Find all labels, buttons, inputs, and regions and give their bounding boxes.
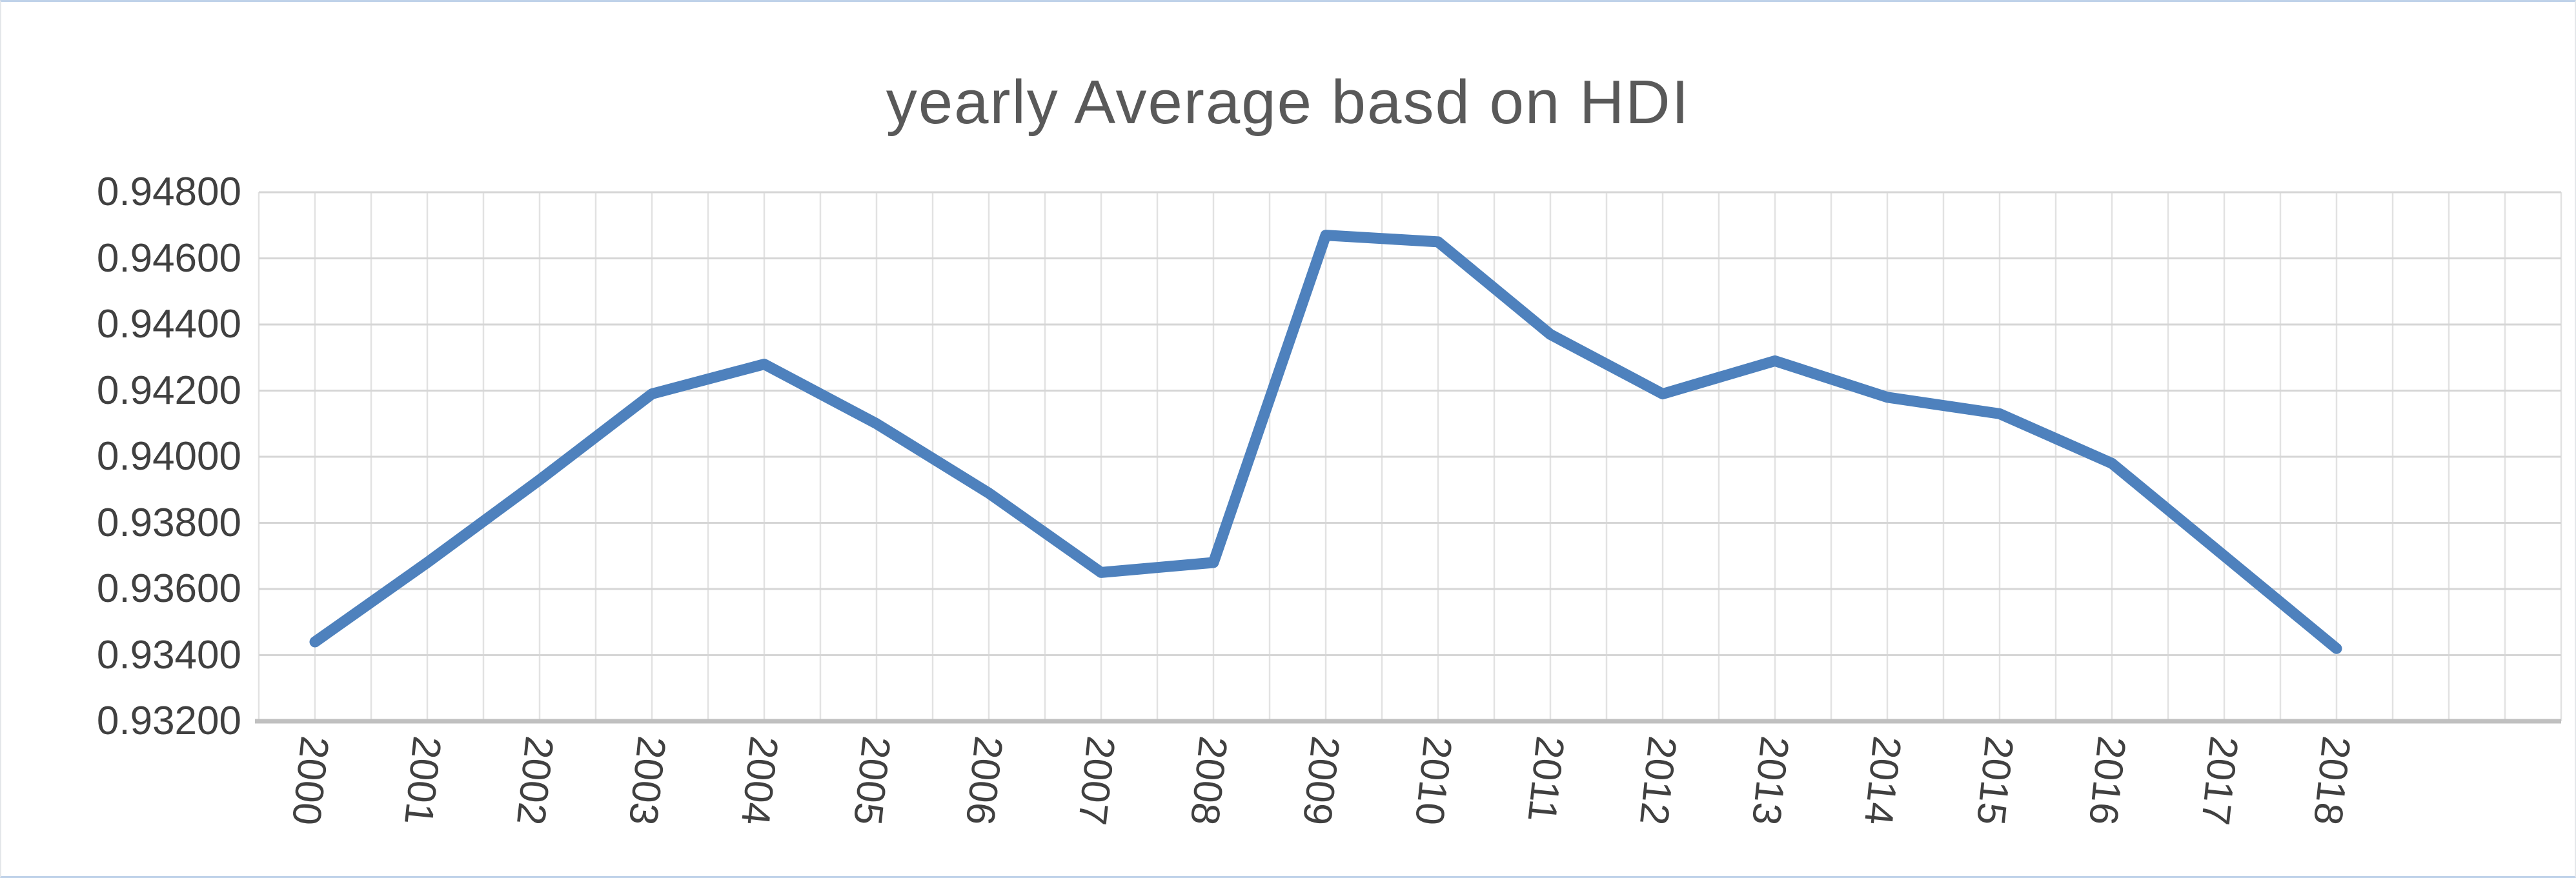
x-tick-label: 2010: [1406, 733, 1460, 828]
x-tick-label: 2013: [1743, 733, 1797, 828]
x-tick-label: 2011: [1519, 733, 1572, 824]
x-tick-label: 2000: [283, 733, 337, 828]
hdi-series-line: [309, 230, 2342, 654]
x-tick-label: 2016: [2080, 733, 2134, 828]
x-tick-label: 2008: [1181, 733, 1235, 828]
y-tick-label: 0.94400: [96, 302, 241, 346]
x-tick-label: 2012: [1630, 733, 1685, 828]
chart-title: yearly Average basd on HDI: [886, 68, 1690, 137]
x-tick-label: 2009: [1293, 733, 1348, 828]
x-tick-label: 2014: [1855, 733, 1909, 828]
y-tick-label: 0.94200: [96, 368, 241, 413]
y-tick-label: 0.93400: [96, 632, 241, 677]
x-tick-label: 2018: [2304, 733, 2358, 828]
x-tick-label: 2002: [507, 733, 562, 828]
y-tick-label: 0.93200: [96, 699, 241, 743]
x-tick-label: 2017: [2192, 733, 2246, 828]
x-tick-label: 2006: [957, 733, 1011, 828]
y-tick-label: 0.94600: [96, 235, 241, 281]
y-tick-label: 0.94800: [96, 170, 241, 214]
x-tick-label: 2007: [1069, 733, 1123, 828]
x-tick-label: 2001: [395, 733, 449, 828]
x-tick-label: 2015: [1967, 733, 2022, 828]
x-tick-label: 2004: [732, 733, 786, 828]
y-tick-label: 0.93800: [96, 500, 241, 545]
x-tick-label: 2003: [620, 733, 674, 828]
y-tick-label: 0.94000: [96, 434, 241, 479]
y-tick-label: 0.93600: [96, 566, 241, 611]
x-tick-label: 2005: [844, 733, 898, 828]
